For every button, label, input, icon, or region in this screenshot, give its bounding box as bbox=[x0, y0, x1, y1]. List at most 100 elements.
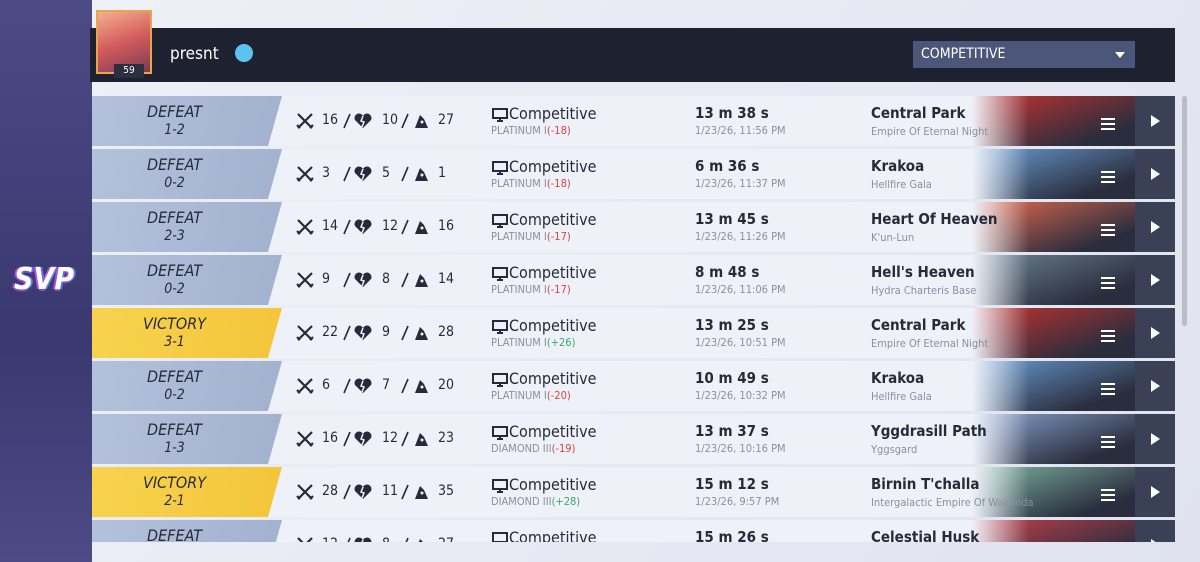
sep-glyph bbox=[343, 219, 351, 235]
monitor-glyph bbox=[492, 426, 508, 440]
match-row[interactable]: VICTORY 3-1 22 9 28 Competitive PLATINUM I(+26… bbox=[92, 308, 1175, 358]
map-region: Intergalactic Empire Of Wakanda bbox=[871, 496, 1034, 509]
replay-button[interactable] bbox=[1135, 202, 1175, 252]
monitor-icon bbox=[492, 107, 508, 126]
assists: 28 bbox=[438, 324, 455, 340]
duration: 13 m 25 s bbox=[695, 316, 769, 334]
replay-button[interactable] bbox=[1135, 255, 1175, 305]
sep-glyph bbox=[401, 166, 409, 182]
player-icon bbox=[235, 44, 253, 62]
replay-button[interactable] bbox=[1135, 520, 1175, 542]
result-box: DEFEAT 0-2 bbox=[92, 361, 282, 411]
sep bbox=[400, 537, 418, 542]
deaths-icon-glyph bbox=[354, 272, 372, 287]
kills-icon bbox=[296, 431, 314, 451]
kills-icon bbox=[296, 484, 314, 504]
rank-line: PLATINUM I(-17) bbox=[491, 230, 571, 243]
replay-button[interactable] bbox=[1135, 361, 1175, 411]
map-image bbox=[972, 96, 1135, 146]
deaths-icon-glyph bbox=[354, 219, 372, 234]
match-row[interactable]: DEFEAT 1-2 16 10 27 Competitive PLATINUM I(-18… bbox=[92, 96, 1175, 146]
rank: PLATINUM I bbox=[491, 283, 547, 296]
monitor-icon bbox=[492, 266, 508, 285]
assists-icon-glyph bbox=[415, 274, 428, 287]
map-region: Hellfire Gala bbox=[871, 390, 932, 403]
rank-delta: (+26) bbox=[546, 336, 576, 349]
map-name: Krakoa bbox=[871, 369, 925, 387]
duration: 6 m 36 s bbox=[695, 157, 760, 175]
duration: 13 m 38 s bbox=[695, 104, 769, 122]
deaths: 8 bbox=[382, 536, 390, 542]
monitor-glyph bbox=[492, 320, 508, 334]
menu-icon[interactable] bbox=[1101, 486, 1115, 505]
username: presnt bbox=[170, 44, 219, 64]
date: 1/23/26, 11:26 PM bbox=[695, 230, 786, 243]
match-row[interactable]: DEFEAT 1-3 16 12 23 Competitive DIAMOND III(-1… bbox=[92, 414, 1175, 464]
scrollbar[interactable] bbox=[1182, 96, 1187, 326]
match-row[interactable]: DEFEAT 0-2 9 8 14 Competitive PLATINUM I(-17) 8… bbox=[92, 255, 1175, 305]
monitor-icon bbox=[492, 478, 508, 497]
match-row[interactable]: VICTORY 2-1 28 11 35 Competitive DIAMOND III(+… bbox=[92, 467, 1175, 517]
mode: Competitive bbox=[509, 369, 597, 388]
menu-icon[interactable] bbox=[1101, 539, 1115, 542]
rank: PLATINUM I bbox=[491, 124, 547, 137]
sep bbox=[342, 484, 360, 504]
rank: PLATINUM I bbox=[491, 177, 547, 190]
deaths: 5 bbox=[382, 165, 391, 181]
mode: Competitive bbox=[509, 475, 597, 494]
deaths: 8 bbox=[382, 271, 391, 287]
menu-icon[interactable] bbox=[1101, 168, 1115, 187]
menu-icon[interactable] bbox=[1101, 380, 1115, 399]
menu-icon[interactable] bbox=[1101, 327, 1115, 346]
kills: 3 bbox=[322, 165, 331, 181]
map-region: Hydra Charteris Base bbox=[871, 284, 977, 297]
kills: 16 bbox=[322, 112, 339, 128]
sep-glyph bbox=[343, 378, 351, 394]
menu-glyph bbox=[1101, 436, 1115, 448]
monitor-glyph bbox=[492, 532, 508, 542]
match-row[interactable]: DEFEAT 12 8 27 Competitive 15 m 26 s Celestial… bbox=[92, 520, 1175, 542]
rank-delta: (-20) bbox=[546, 389, 571, 402]
sep bbox=[400, 272, 418, 292]
kills-icon-glyph bbox=[296, 325, 314, 341]
kills: 9 bbox=[322, 271, 331, 287]
sep-glyph bbox=[347, 537, 351, 542]
mode-dropdown[interactable]: COMPETITIVE bbox=[913, 41, 1135, 68]
match-row[interactable]: DEFEAT 0-2 6 7 20 Competitive PLATINUM I(-20) 1… bbox=[92, 361, 1175, 411]
result: DEFEAT bbox=[146, 155, 203, 174]
rank: PLATINUM I bbox=[491, 230, 547, 243]
kills-icon-glyph bbox=[296, 484, 314, 500]
sep-glyph bbox=[343, 166, 351, 182]
rank: PLATINUM I bbox=[491, 389, 547, 402]
menu-icon[interactable] bbox=[1101, 433, 1115, 452]
sep-glyph bbox=[405, 537, 409, 542]
kills-icon-glyph bbox=[296, 378, 314, 394]
replay-button[interactable] bbox=[1135, 467, 1175, 517]
menu-icon[interactable] bbox=[1101, 221, 1115, 240]
menu-glyph bbox=[1101, 489, 1115, 501]
mode: Competitive bbox=[509, 104, 597, 123]
menu-icon[interactable] bbox=[1101, 115, 1115, 134]
replay-button[interactable] bbox=[1135, 414, 1175, 464]
rank-delta: (-18) bbox=[546, 177, 571, 190]
kills: 28 bbox=[322, 483, 339, 499]
kills-icon-glyph bbox=[297, 537, 313, 542]
result: VICTORY bbox=[142, 473, 207, 492]
match-row[interactable]: DEFEAT 0-2 3 5 1 Competitive PLATINUM I(-18) 6 … bbox=[92, 149, 1175, 199]
rank-delta: (-18) bbox=[546, 124, 571, 137]
replay-button[interactable] bbox=[1135, 149, 1175, 199]
deaths-icon bbox=[354, 537, 372, 542]
mode: Competitive bbox=[509, 157, 597, 176]
replay-button[interactable] bbox=[1135, 308, 1175, 358]
menu-icon[interactable] bbox=[1101, 274, 1115, 293]
score: 0-2 bbox=[164, 387, 185, 403]
duration: 13 m 37 s bbox=[695, 422, 769, 440]
assists-icon-glyph bbox=[415, 380, 428, 393]
map-name: Krakoa bbox=[871, 157, 925, 175]
result: DEFEAT bbox=[146, 367, 203, 386]
match-row[interactable]: DEFEAT 2-3 14 12 16 Competitive PLATINUM I(-17… bbox=[92, 202, 1175, 252]
monitor-glyph bbox=[492, 373, 508, 387]
deaths-icon bbox=[354, 484, 372, 504]
replay-button[interactable] bbox=[1135, 96, 1175, 146]
assists: 14 bbox=[438, 271, 455, 287]
